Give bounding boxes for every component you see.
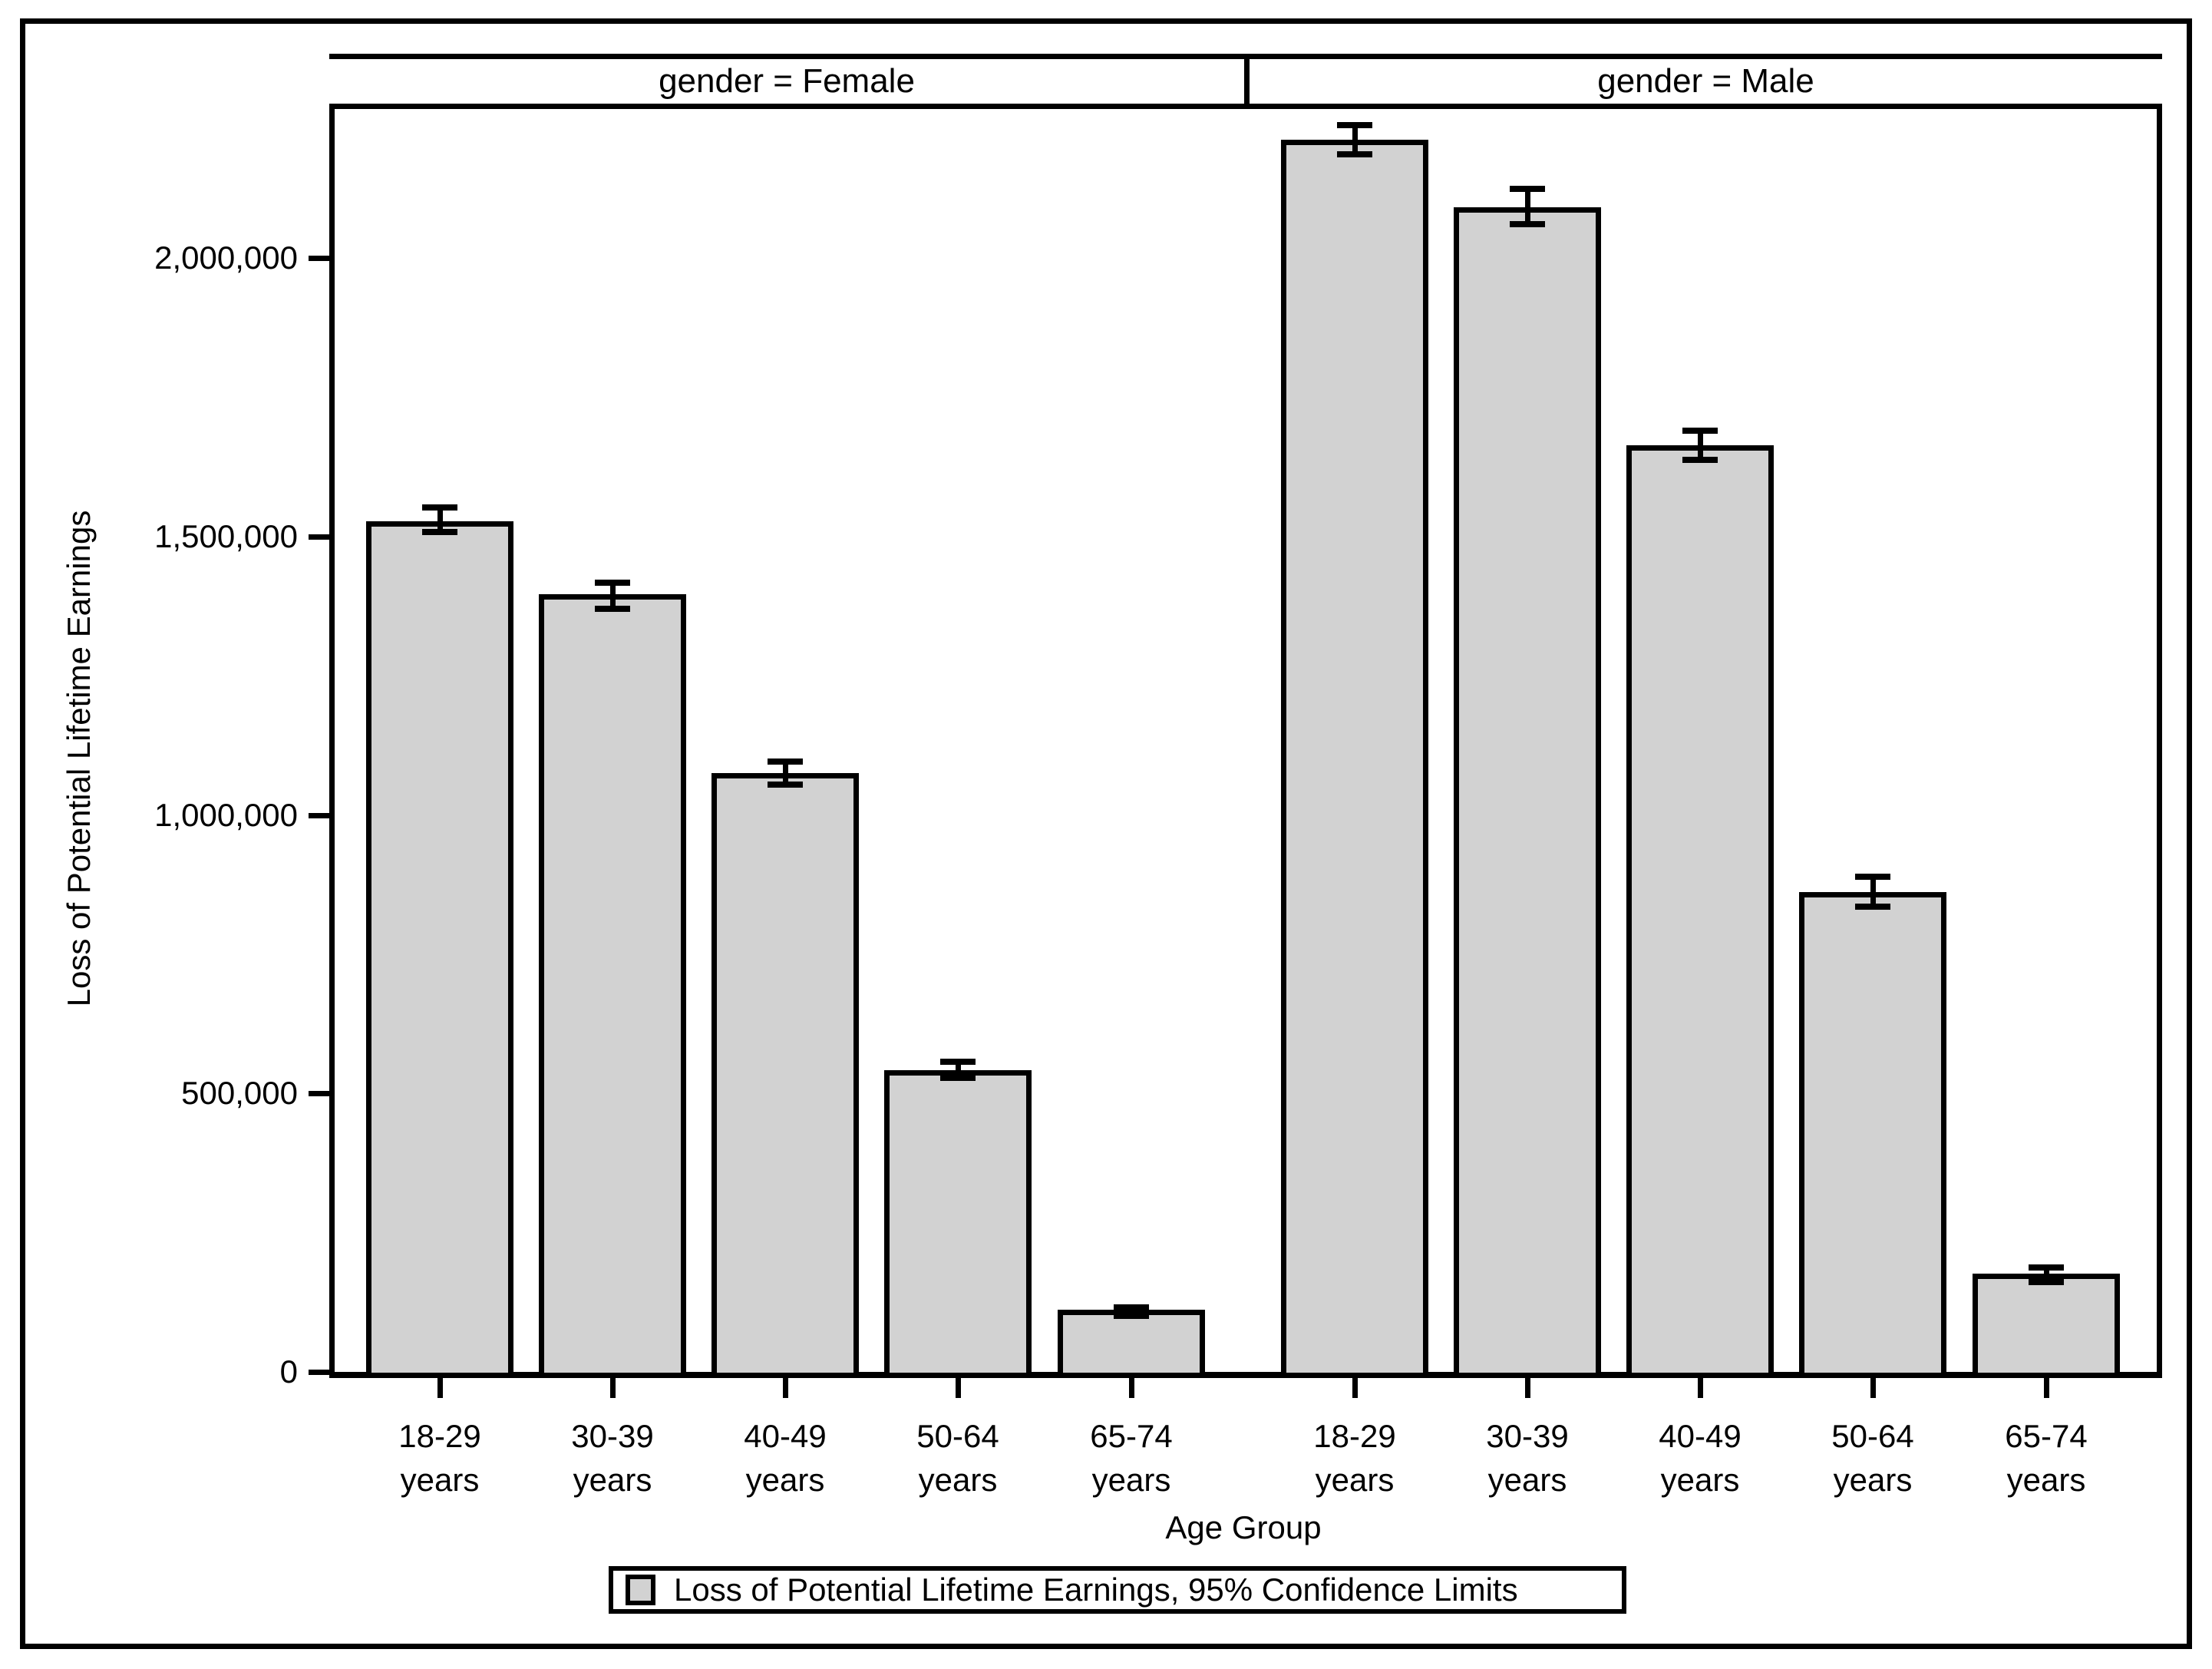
y-axis-tick-label: 1,000,000 — [154, 796, 298, 833]
legend-label: Loss of Potential Lifetime Earnings, 95%… — [674, 1572, 1518, 1608]
y-axis-title: Loss of Potential Lifetime Earnings — [61, 510, 97, 1007]
y-axis-tick — [309, 256, 329, 262]
y-axis-tick-label: 0 — [279, 1353, 298, 1390]
error-bar-cap-top — [768, 758, 803, 765]
error-bar-cap-top — [1682, 427, 1718, 434]
error-bar-cap-bottom — [1682, 456, 1718, 463]
y-axis-tick — [309, 812, 329, 818]
error-bar-cap-top — [1114, 1304, 1149, 1310]
error-bar-cap-top — [940, 1059, 976, 1065]
x-axis-tick — [1698, 1378, 1703, 1398]
bar — [711, 772, 859, 1378]
error-bar-stem — [437, 507, 443, 533]
error-bar-cap-bottom — [940, 1075, 976, 1082]
error-bar-stem — [783, 762, 788, 785]
error-bar-stem — [1698, 430, 1703, 460]
x-axis-tick — [610, 1378, 616, 1398]
error-bar-stem — [1352, 125, 1358, 154]
facet-header-male: gender = Male — [1250, 59, 2162, 104]
bar — [1799, 891, 1946, 1378]
legend: Loss of Potential Lifetime Earnings, 95%… — [609, 1566, 1626, 1614]
error-bar-cap-top — [1510, 186, 1545, 193]
x-axis-title: Age Group — [1165, 1509, 1322, 1545]
facet-header-female-label: gender = Female — [659, 62, 915, 100]
x-axis-tick — [437, 1378, 443, 1398]
bar — [1058, 1310, 1205, 1378]
error-bar-cap-bottom — [595, 606, 630, 613]
error-bar-cap-top — [2029, 1264, 2064, 1271]
error-bar-cap-bottom — [768, 781, 803, 788]
error-bar-cap-top — [422, 504, 457, 511]
error-bar-stem — [610, 583, 616, 610]
x-axis-tick-label: 30-39 years — [1486, 1418, 1569, 1498]
x-axis-tick — [1129, 1378, 1134, 1398]
x-axis-tick-label: 65-74 years — [2005, 1418, 2088, 1498]
y-axis-tick — [309, 1370, 329, 1375]
error-bar-cap-bottom — [1855, 903, 1890, 910]
x-axis-tick — [1870, 1378, 1876, 1398]
x-axis-tick-label: 50-64 years — [916, 1418, 999, 1498]
bar — [539, 594, 686, 1378]
y-axis-tick-label: 500,000 — [181, 1075, 298, 1112]
bar — [884, 1069, 1032, 1378]
y-axis-tick-label: 2,000,000 — [154, 240, 298, 276]
x-axis-tick-label: 18-29 years — [1313, 1418, 1396, 1498]
error-bar-cap-bottom — [1114, 1313, 1149, 1320]
x-axis-tick-label: 18-29 years — [398, 1418, 481, 1498]
x-axis-tick-label: 65-74 years — [1090, 1418, 1173, 1498]
x-axis-tick — [2044, 1378, 2049, 1398]
legend-bar-swatch-icon — [626, 1575, 655, 1605]
plot-area — [329, 109, 2162, 1378]
x-axis-tick — [1525, 1378, 1530, 1398]
error-bar-stem — [1870, 877, 1876, 907]
bar — [1454, 207, 1601, 1378]
error-bar-stem — [2044, 1267, 2049, 1282]
y-axis-tick — [309, 534, 329, 540]
facet-header-band: gender = Female gender = Male — [329, 54, 2162, 109]
error-bar-cap-bottom — [2029, 1278, 2064, 1285]
error-bar-cap-top — [1337, 122, 1372, 129]
facet-header-female: gender = Female — [329, 59, 1250, 104]
x-axis-tick-label: 40-49 years — [744, 1418, 827, 1498]
bar — [366, 521, 513, 1378]
error-bar-cap-bottom — [1510, 221, 1545, 228]
x-axis-tick — [783, 1378, 788, 1398]
facet-header-male-label: gender = Male — [1597, 62, 1814, 100]
error-bar-stem — [956, 1062, 961, 1079]
error-bar-cap-bottom — [1337, 150, 1372, 157]
bar — [1626, 445, 1774, 1378]
x-axis-tick-label: 50-64 years — [1831, 1418, 1914, 1498]
error-bar-cap-top — [1855, 874, 1890, 881]
x-axis-tick — [956, 1378, 961, 1398]
x-axis-tick-label: 30-39 years — [571, 1418, 654, 1498]
error-bar-cap-top — [595, 580, 630, 587]
error-bar-stem — [1129, 1307, 1134, 1317]
y-axis-tick-label: 1,500,000 — [154, 518, 298, 555]
x-axis-tick — [1352, 1378, 1358, 1398]
bar — [1973, 1273, 2120, 1378]
bar — [1281, 139, 1428, 1378]
x-axis-tick-label: 40-49 years — [1659, 1418, 1742, 1498]
y-axis-tick — [309, 1091, 329, 1097]
error-bar-cap-bottom — [422, 529, 457, 536]
error-bar-stem — [1525, 189, 1530, 225]
